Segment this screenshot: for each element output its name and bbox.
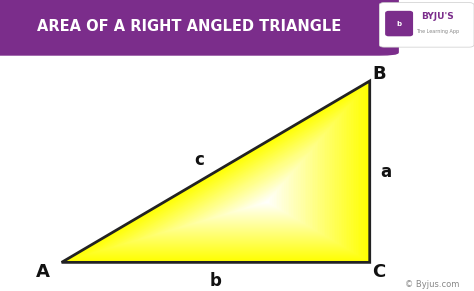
Polygon shape bbox=[99, 103, 351, 251]
Polygon shape bbox=[229, 180, 286, 213]
Text: b: b bbox=[397, 21, 401, 26]
Polygon shape bbox=[109, 109, 346, 248]
Polygon shape bbox=[106, 107, 347, 249]
Polygon shape bbox=[216, 172, 293, 217]
Polygon shape bbox=[209, 168, 296, 219]
Polygon shape bbox=[233, 182, 284, 212]
Polygon shape bbox=[264, 200, 269, 203]
Polygon shape bbox=[89, 97, 356, 254]
Polygon shape bbox=[151, 133, 325, 236]
Polygon shape bbox=[219, 174, 291, 216]
Polygon shape bbox=[157, 137, 322, 234]
Text: The Learning App: The Learning App bbox=[417, 29, 459, 34]
Polygon shape bbox=[103, 105, 349, 250]
FancyBboxPatch shape bbox=[386, 12, 412, 36]
Polygon shape bbox=[246, 190, 277, 208]
Text: a: a bbox=[381, 163, 392, 181]
Polygon shape bbox=[134, 123, 334, 241]
Polygon shape bbox=[130, 121, 336, 242]
Polygon shape bbox=[79, 91, 361, 257]
Polygon shape bbox=[147, 132, 327, 237]
Text: BYJU'S: BYJU'S bbox=[421, 12, 455, 21]
Polygon shape bbox=[168, 143, 317, 231]
Polygon shape bbox=[92, 99, 354, 253]
Polygon shape bbox=[222, 176, 289, 215]
Polygon shape bbox=[154, 135, 323, 235]
Text: B: B bbox=[373, 65, 386, 83]
Polygon shape bbox=[72, 87, 365, 259]
Polygon shape bbox=[171, 146, 315, 230]
Polygon shape bbox=[96, 101, 353, 252]
Polygon shape bbox=[236, 184, 283, 211]
Polygon shape bbox=[226, 178, 288, 214]
Text: AREA OF A RIGHT ANGLED TRIANGLE: AREA OF A RIGHT ANGLED TRIANGLE bbox=[37, 19, 342, 34]
Polygon shape bbox=[68, 85, 366, 260]
Polygon shape bbox=[250, 192, 275, 207]
Polygon shape bbox=[202, 164, 300, 221]
Polygon shape bbox=[182, 152, 310, 227]
Polygon shape bbox=[199, 162, 301, 222]
Polygon shape bbox=[212, 170, 294, 218]
Polygon shape bbox=[243, 188, 279, 209]
FancyBboxPatch shape bbox=[0, 0, 398, 55]
Polygon shape bbox=[178, 150, 311, 228]
Polygon shape bbox=[113, 111, 344, 247]
Polygon shape bbox=[240, 186, 281, 210]
Polygon shape bbox=[164, 141, 319, 232]
Text: b: b bbox=[210, 272, 222, 290]
Polygon shape bbox=[174, 148, 313, 229]
Polygon shape bbox=[137, 125, 332, 240]
Polygon shape bbox=[260, 198, 271, 204]
Polygon shape bbox=[62, 81, 370, 262]
Polygon shape bbox=[123, 117, 339, 244]
Text: A: A bbox=[36, 263, 50, 281]
FancyBboxPatch shape bbox=[379, 3, 474, 47]
Polygon shape bbox=[253, 194, 274, 206]
Polygon shape bbox=[257, 196, 272, 205]
Polygon shape bbox=[117, 113, 342, 246]
Polygon shape bbox=[65, 83, 368, 261]
Text: © Byjus.com: © Byjus.com bbox=[405, 280, 460, 289]
Polygon shape bbox=[185, 154, 308, 226]
Polygon shape bbox=[86, 95, 358, 255]
Text: C: C bbox=[373, 263, 386, 281]
Polygon shape bbox=[161, 139, 320, 233]
Text: c: c bbox=[194, 151, 204, 169]
Polygon shape bbox=[191, 158, 305, 224]
Polygon shape bbox=[82, 93, 359, 256]
Polygon shape bbox=[188, 156, 306, 225]
Polygon shape bbox=[75, 89, 363, 258]
Polygon shape bbox=[205, 166, 298, 220]
Polygon shape bbox=[140, 127, 330, 239]
Polygon shape bbox=[120, 115, 341, 245]
Polygon shape bbox=[144, 129, 328, 238]
Polygon shape bbox=[195, 159, 303, 223]
Polygon shape bbox=[127, 119, 337, 243]
